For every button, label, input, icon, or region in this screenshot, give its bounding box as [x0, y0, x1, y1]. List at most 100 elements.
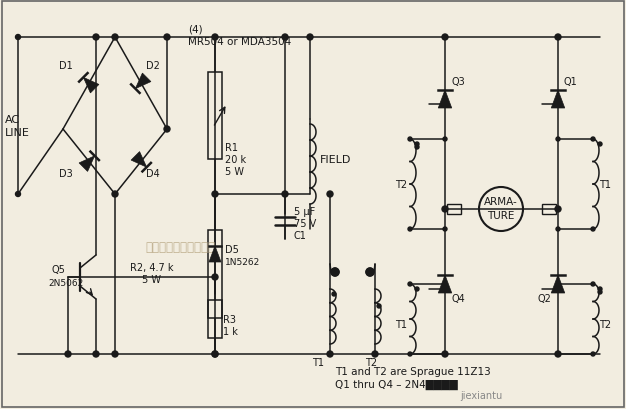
Circle shape: [93, 35, 99, 41]
Circle shape: [16, 36, 21, 40]
Text: FIELD: FIELD: [320, 155, 351, 164]
Text: R2, 4.7 k: R2, 4.7 k: [130, 262, 173, 272]
Circle shape: [443, 227, 447, 231]
Circle shape: [442, 351, 448, 357]
Text: D5: D5: [225, 245, 239, 254]
Circle shape: [415, 146, 419, 150]
Circle shape: [164, 127, 170, 133]
Circle shape: [442, 35, 448, 41]
Circle shape: [372, 351, 378, 357]
Circle shape: [307, 35, 313, 41]
Circle shape: [408, 282, 412, 286]
Circle shape: [408, 227, 412, 231]
Circle shape: [366, 268, 374, 276]
Text: R1: R1: [225, 143, 238, 153]
Circle shape: [555, 207, 561, 213]
Circle shape: [366, 268, 374, 276]
Circle shape: [591, 227, 595, 231]
Circle shape: [327, 351, 333, 357]
Polygon shape: [83, 78, 99, 94]
Text: 5 W: 5 W: [225, 166, 244, 177]
Text: 1N5262: 1N5262: [225, 258, 260, 267]
Text: Q1: Q1: [564, 77, 578, 87]
Circle shape: [93, 351, 99, 357]
Circle shape: [212, 191, 218, 198]
Text: Q4: Q4: [451, 293, 464, 303]
Text: D4: D4: [146, 169, 160, 179]
Text: 杭州格睢科技有限公司: 杭州格睢科技有限公司: [145, 241, 215, 254]
Text: 75 V: 75 V: [294, 218, 316, 229]
Text: Q2: Q2: [538, 293, 552, 303]
Text: MR504 or MDA3504: MR504 or MDA3504: [188, 37, 291, 47]
Text: T1 and T2 are Sprague 11Z13: T1 and T2 are Sprague 11Z13: [335, 366, 491, 376]
Circle shape: [598, 287, 602, 291]
Circle shape: [598, 143, 602, 147]
Bar: [208, 73, 222, 159]
Text: T1: T1: [599, 180, 611, 189]
Polygon shape: [438, 91, 452, 109]
Circle shape: [591, 138, 595, 142]
Text: (4): (4): [188, 25, 203, 35]
Circle shape: [555, 35, 561, 41]
Text: 5 µF: 5 µF: [294, 207, 316, 216]
Text: R3: R3: [223, 314, 236, 324]
Circle shape: [65, 351, 71, 357]
Text: Q1 thru Q4 – 2N4████: Q1 thru Q4 – 2N4████: [335, 379, 458, 389]
Bar: [208, 300, 222, 338]
Circle shape: [591, 282, 595, 286]
Bar: [447, 204, 461, 214]
Circle shape: [408, 138, 412, 142]
Text: T2: T2: [395, 180, 407, 189]
Circle shape: [442, 207, 448, 213]
Circle shape: [556, 227, 560, 231]
Bar: [208, 230, 222, 318]
Polygon shape: [131, 152, 146, 168]
Text: 5 W: 5 W: [142, 274, 161, 284]
Circle shape: [556, 282, 560, 286]
Text: AC: AC: [5, 115, 20, 125]
Text: Q3: Q3: [451, 77, 464, 87]
Circle shape: [443, 138, 447, 142]
Circle shape: [443, 282, 447, 286]
Text: 2N5062: 2N5062: [48, 279, 83, 288]
Circle shape: [415, 143, 419, 147]
Text: T2: T2: [599, 319, 611, 329]
Text: Q5: Q5: [52, 264, 66, 274]
Text: T2: T2: [365, 357, 377, 367]
Polygon shape: [209, 246, 221, 262]
Circle shape: [112, 351, 118, 357]
Circle shape: [112, 35, 118, 41]
Circle shape: [164, 35, 170, 41]
Circle shape: [331, 268, 339, 276]
Text: LINE: LINE: [5, 128, 30, 138]
Circle shape: [556, 138, 560, 142]
Circle shape: [212, 35, 218, 41]
Circle shape: [212, 351, 218, 357]
Circle shape: [212, 351, 218, 357]
Circle shape: [282, 35, 288, 41]
Text: T1: T1: [312, 357, 324, 367]
Bar: [542, 204, 556, 214]
Circle shape: [415, 287, 419, 291]
Circle shape: [556, 352, 560, 356]
Circle shape: [112, 191, 118, 198]
Circle shape: [212, 274, 218, 280]
Circle shape: [598, 290, 602, 294]
Circle shape: [282, 191, 288, 198]
Text: T1: T1: [395, 319, 407, 329]
Text: D3: D3: [59, 169, 73, 179]
Circle shape: [443, 352, 447, 356]
Text: C1: C1: [294, 230, 307, 240]
Polygon shape: [552, 275, 565, 293]
Text: 20 k: 20 k: [225, 155, 246, 164]
Polygon shape: [79, 157, 95, 172]
Circle shape: [332, 292, 336, 296]
Polygon shape: [438, 275, 452, 293]
Circle shape: [408, 352, 412, 356]
Text: D2: D2: [146, 61, 160, 71]
Text: ARMA-: ARMA-: [484, 196, 518, 207]
Circle shape: [327, 191, 333, 198]
Polygon shape: [552, 91, 565, 109]
Circle shape: [16, 192, 21, 197]
Text: jiexiantu: jiexiantu: [460, 390, 502, 400]
